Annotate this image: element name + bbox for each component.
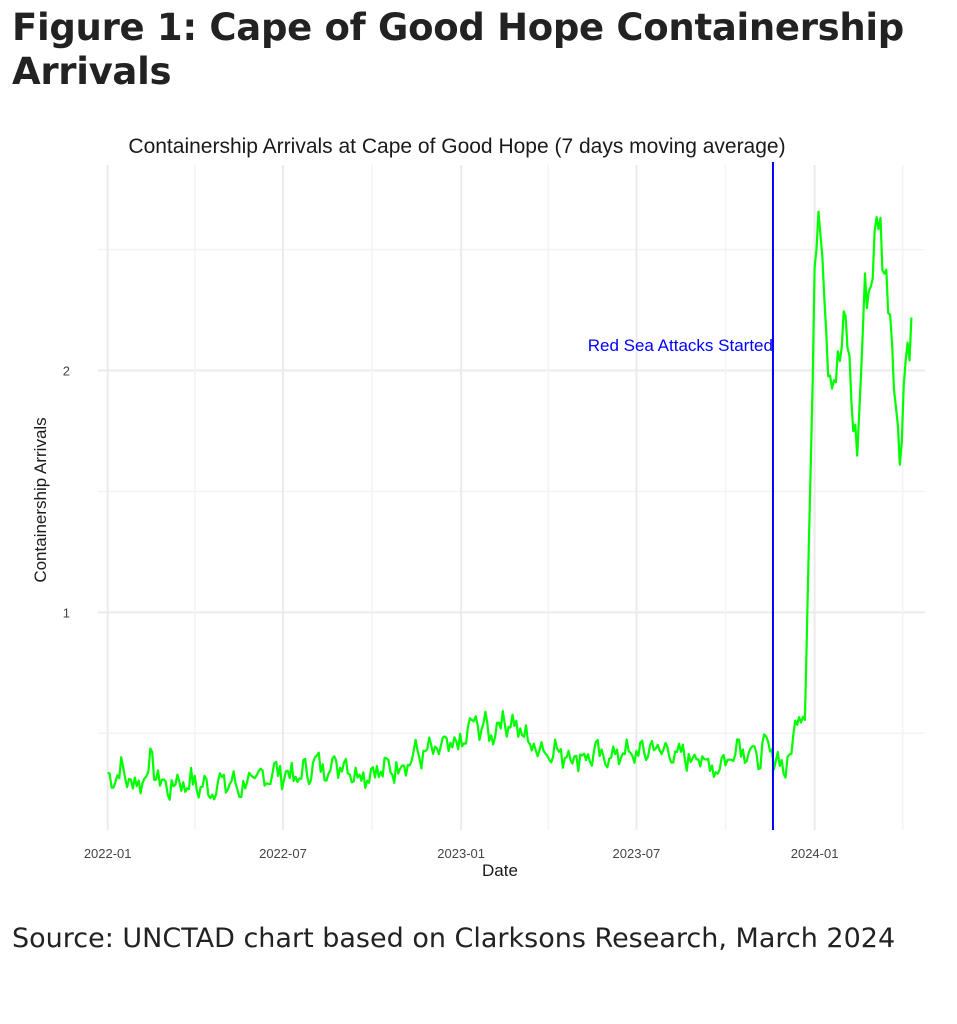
x-axis-label: Date — [482, 861, 518, 880]
x-tick-label: 2023-01 — [437, 846, 485, 861]
x-tick-label: 2024-01 — [791, 846, 839, 861]
tick-labels: 2022-01 2022-07 2023-01 2023-07 2024-01 1 2 — [63, 364, 839, 861]
y-tick-label: 2 — [63, 364, 70, 379]
chart-container: Red Sea Attacks Started 2022-01 2022-07 20… — [0, 120, 957, 900]
chart-title: Containership Arrivals at Cape of Good H… — [128, 135, 785, 158]
y-tick-label: 1 — [63, 605, 70, 620]
series-layer — [107, 210, 913, 801]
figure-title: Figure 1: Cape of Good Hope Containershi… — [12, 6, 904, 93]
annotation-label: Red Sea Attacks Started — [588, 336, 773, 355]
y-axis-label: Containership Arrivals — [31, 417, 50, 582]
x-tick-label: 2023-07 — [613, 846, 661, 861]
source-note: Source: UNCTAD chart based on Clarksons … — [12, 923, 896, 954]
line-chart: Red Sea Attacks Started 2022-01 2022-07 20… — [31, 135, 925, 880]
series-line — [107, 210, 913, 801]
x-tick-label: 2022-01 — [84, 846, 132, 861]
grid — [98, 165, 925, 830]
annotation-layer: Red Sea Attacks Started — [588, 162, 774, 830]
x-tick-label: 2022-07 — [259, 846, 307, 861]
